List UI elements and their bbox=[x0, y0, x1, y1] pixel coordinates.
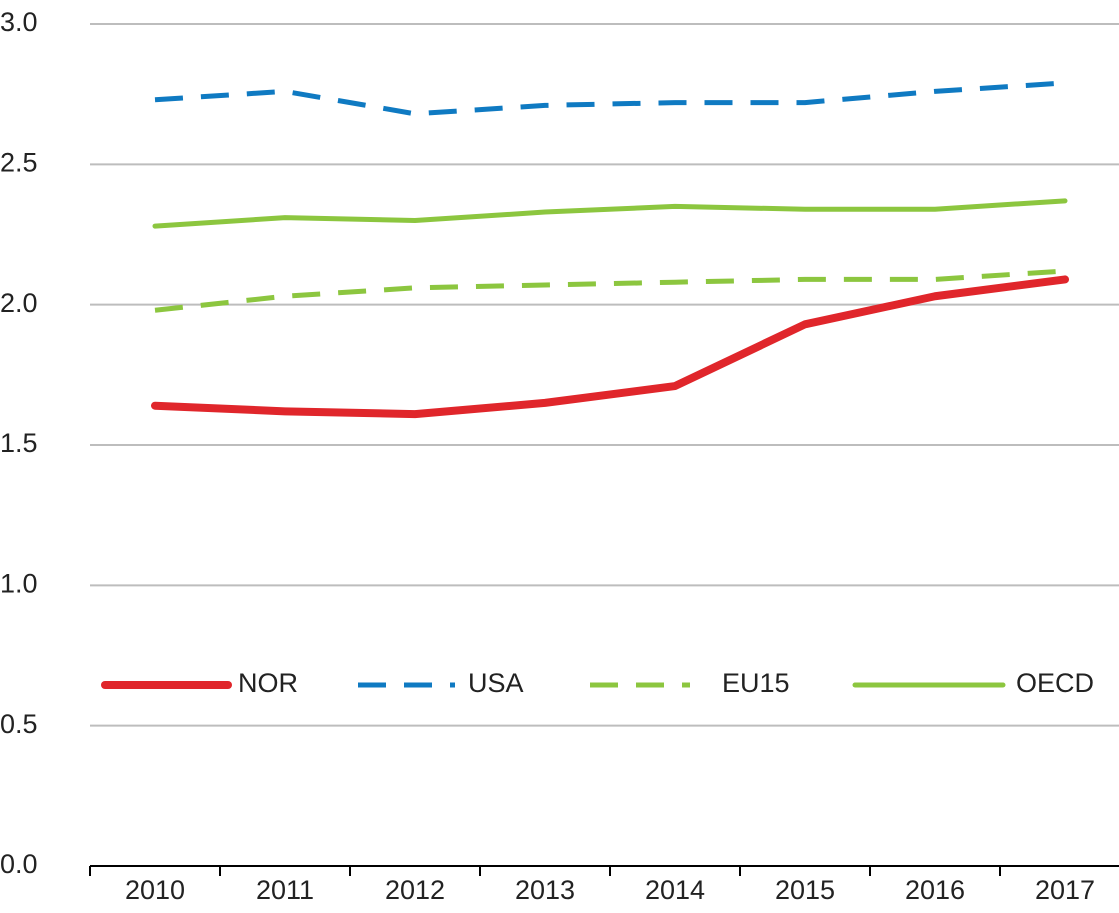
x-tick-label: 2014 bbox=[645, 875, 705, 905]
legend-label: NOR bbox=[238, 668, 298, 698]
y-tick-label: 1.0 bbox=[0, 568, 38, 598]
y-tick-label: 1.5 bbox=[0, 428, 38, 458]
x-tick-label: 2011 bbox=[256, 875, 314, 905]
x-tick-label: 2012 bbox=[385, 875, 445, 905]
y-tick-label: 0.0 bbox=[0, 849, 38, 879]
series-line bbox=[154, 80, 1066, 117]
series-line bbox=[154, 268, 1066, 313]
legend-label: OECD bbox=[1016, 668, 1094, 698]
x-tick-label: 2017 bbox=[1035, 875, 1095, 905]
legend-label: USA bbox=[468, 668, 524, 698]
y-tick-label: 2.0 bbox=[0, 288, 38, 318]
y-tick-label: 0.5 bbox=[0, 709, 38, 739]
y-tick-label: 3.0 bbox=[0, 7, 38, 37]
x-tick-label: 2015 bbox=[775, 875, 835, 905]
y-tick-label: 2.5 bbox=[0, 147, 38, 177]
x-tick-label: 2016 bbox=[905, 875, 965, 905]
legend-label: EU15 bbox=[722, 668, 790, 698]
series-line bbox=[152, 198, 1068, 229]
x-tick-label: 2013 bbox=[515, 875, 575, 905]
x-tick-label: 2010 bbox=[125, 875, 185, 905]
series-line bbox=[151, 275, 1069, 419]
